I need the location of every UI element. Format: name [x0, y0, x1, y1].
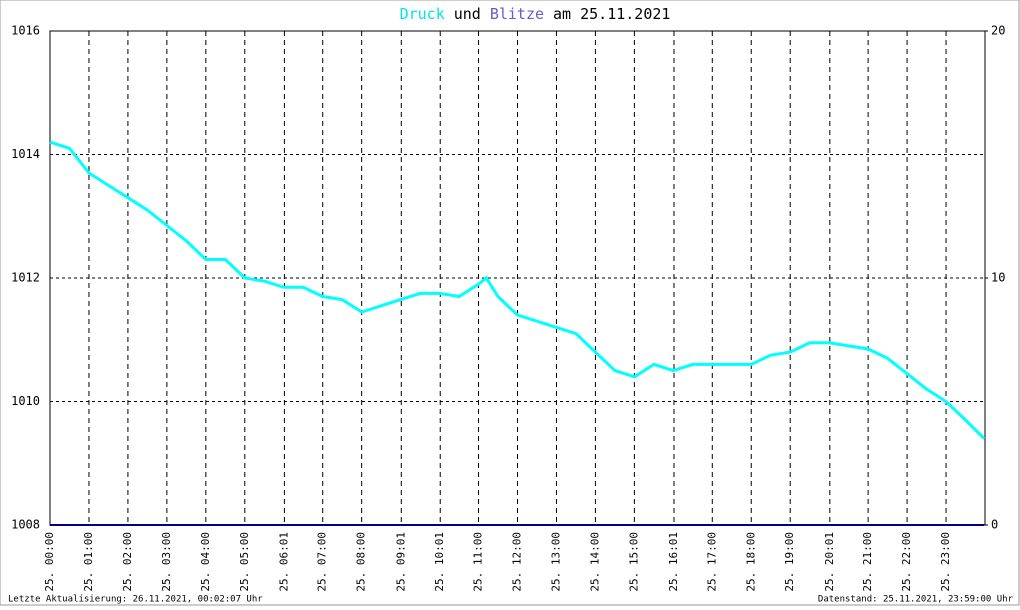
x-tick-label: 25. 23:00	[939, 532, 952, 592]
y2-tick-label: 20	[991, 24, 1005, 38]
x-tick-label: 25. 12:00	[511, 532, 524, 592]
x-tick-label: 25. 16:01	[667, 532, 680, 592]
x-tick-label: 25. 09:01	[394, 532, 407, 592]
x-tick-label: 25. 21:00	[861, 532, 874, 592]
title-part: und	[454, 5, 481, 23]
y2-tick-label: 10	[991, 271, 1005, 285]
footer-right: Datenstand: 25.11.2021, 23:59:00 Uhr	[818, 595, 1014, 605]
x-tick-label: 25. 05:00	[238, 532, 251, 592]
x-tick-label: 25. 01:00	[82, 532, 95, 592]
x-tick-label: 25. 10:01	[433, 532, 446, 592]
x-tick-label: 25. 02:00	[121, 532, 134, 592]
y-tick-label: 1016	[11, 24, 40, 38]
x-tick-label: 25. 14:00	[588, 532, 601, 592]
y-tick-label: 1010	[11, 394, 40, 408]
x-tick-label: 25. 11:00	[472, 532, 485, 592]
x-tick-label: 25. 22:00	[900, 532, 913, 592]
y-tick-label: 1012	[11, 271, 40, 285]
x-tick-label: 25. 04:00	[199, 532, 212, 592]
x-tick-label: 25. 03:00	[160, 532, 173, 592]
y-tick-label: 1014	[11, 147, 40, 161]
y-tick-label: 1008	[11, 518, 40, 532]
x-tick-label: 25. 18:00	[744, 532, 757, 592]
x-tick-label: 25. 15:00	[627, 532, 640, 592]
title-part: am 25.11.2021	[553, 5, 670, 23]
x-tick-label: 25. 20:01	[823, 532, 836, 592]
title-part: Blitze	[490, 5, 544, 23]
x-tick-label: 25. 00:00	[43, 532, 56, 592]
x-tick-label: 25. 19:00	[783, 532, 796, 592]
x-tick-label: 25. 17:00	[705, 532, 718, 592]
series-line	[49, 140, 986, 440]
x-tick-label: 25. 13:00	[549, 532, 562, 592]
x-tick-label: 25. 08:00	[355, 532, 368, 592]
y2-tick-label: 0	[991, 518, 998, 532]
title-part: Druck	[400, 5, 445, 23]
chart-title: Druck und Blitze am 25.11.2021	[400, 5, 671, 23]
x-tick-label: 25. 07:00	[316, 532, 329, 592]
x-tick-label: 25. 06:01	[277, 532, 290, 592]
footer-left: Letzte Aktualisierung: 26.11.2021, 00:02…	[8, 595, 263, 605]
